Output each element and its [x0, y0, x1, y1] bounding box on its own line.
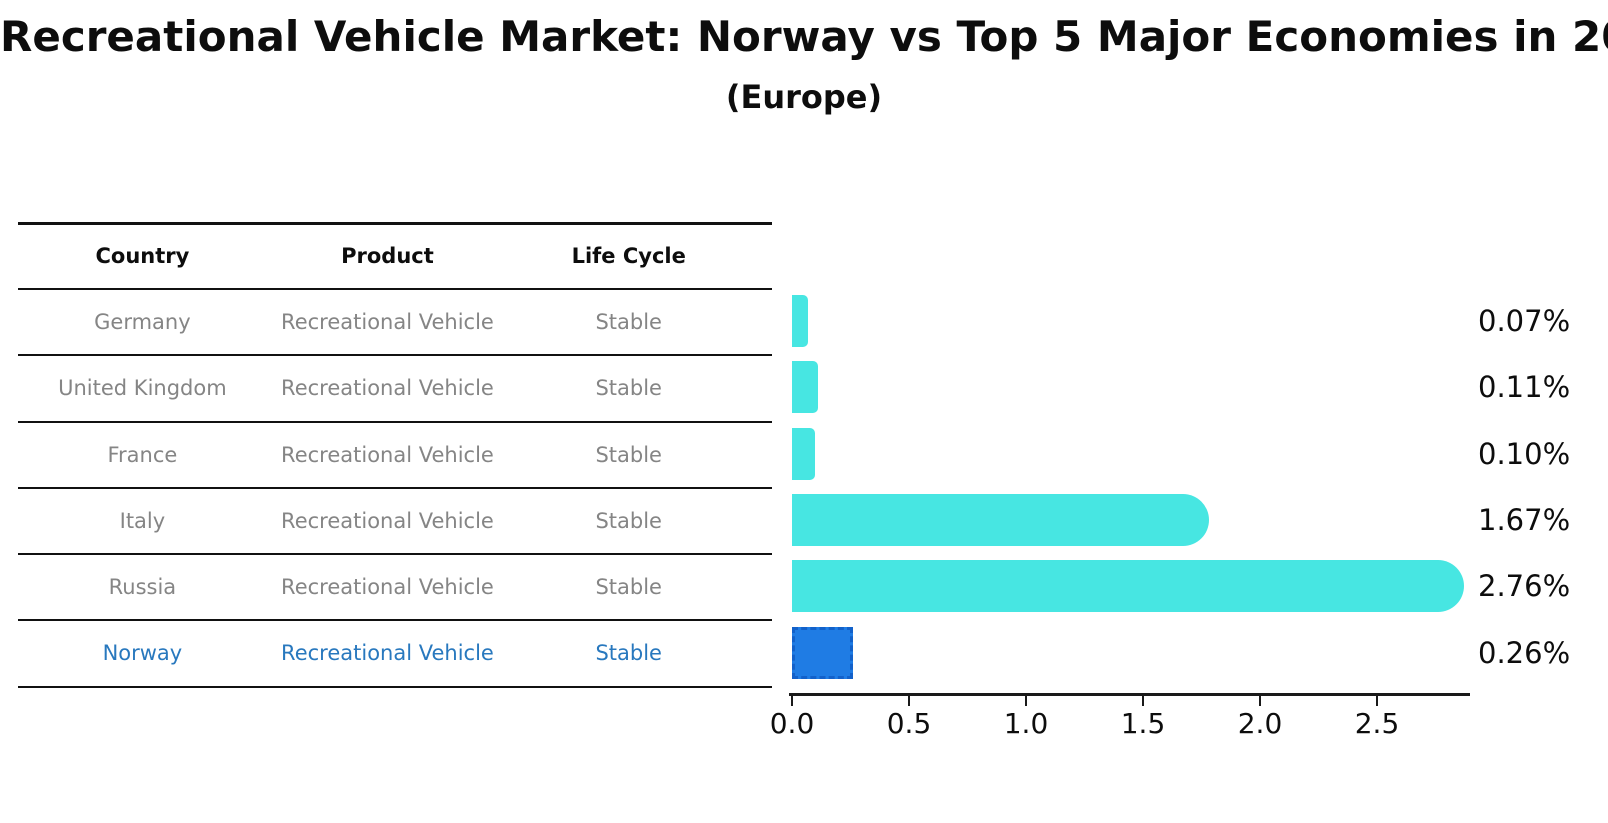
chart-title: Recreational Vehicle Market: Norway vs T… [0, 12, 1608, 61]
x-axis-tick-label: 0.5 [886, 707, 932, 740]
x-axis-line [789, 693, 1470, 696]
x-axis-tick [1142, 696, 1144, 706]
table-cell-country: Germany [94, 310, 191, 334]
table-body: Germany Recreational Vehicle Stable United … [18, 290, 772, 688]
data-table: Country Product Life Cycle Germany Recrea… [18, 222, 772, 688]
x-axis-tick-label: 1.0 [1003, 707, 1049, 740]
table-cell-product: Recreational Vehicle [281, 442, 494, 467]
table-cell-product: Recreational Vehicle [281, 641, 494, 666]
table-cell-lifecycle: Stable [595, 641, 662, 666]
table-cell-lifecycle: Stable [595, 310, 662, 334]
bar-germany [792, 295, 809, 347]
chart-subtitle: (Europe) [725, 78, 883, 116]
table-cell-lifecycle: Stable [595, 508, 662, 533]
bar-france [792, 427, 816, 480]
x-axis-tick [1259, 696, 1261, 706]
table-row-italy: Italy Recreational Vehicle Stable [18, 489, 772, 556]
bar-italy [792, 493, 1209, 546]
x-axis-tick-label: 0.0 [769, 707, 815, 740]
table-header-product: Product [341, 244, 434, 268]
x-axis-tick-label: 1.5 [1120, 707, 1166, 740]
table-row-germany: Germany Recreational Vehicle Stable [18, 290, 772, 357]
table-row-russia: Russia Recreational Vehicle Stable [18, 555, 772, 622]
table-cell-product: Recreational Vehicle [281, 508, 494, 533]
table-cell-product: Recreational Vehicle [281, 310, 494, 334]
bar-value-label: 0.26% [1478, 635, 1571, 670]
table-row-france: France Recreational Vehicle Stable [18, 423, 772, 489]
table-cell-product: Recreational Vehicle [281, 376, 494, 401]
x-axis-tick-label: 2.5 [1354, 707, 1400, 740]
bar-value-label: 1.67% [1478, 502, 1571, 537]
bar-value-label: 0.10% [1478, 436, 1571, 471]
bar-value-label: 0.11% [1478, 370, 1571, 405]
table-cell-product: Recreational Vehicle [281, 575, 494, 600]
table-cell-country: Norway [102, 641, 183, 666]
bar-norway [792, 626, 853, 679]
table-header-country: Country [95, 244, 190, 268]
x-axis-tick [1376, 696, 1378, 706]
x-axis-tick [1025, 696, 1027, 706]
bar-russia [792, 560, 1464, 613]
table-row-norway: Norway Recreational Vehicle Stable [18, 621, 772, 688]
bar-united-kingdom [792, 361, 818, 414]
table-cell-country: Italy [119, 508, 166, 533]
table-cell-country: United Kingdom [58, 376, 227, 401]
table-cell-lifecycle: Stable [595, 442, 662, 467]
bar-value-label: 2.76% [1478, 569, 1571, 604]
bar-value-label: 0.07% [1478, 304, 1571, 338]
table-cell-country: France [107, 442, 178, 467]
x-axis-tick [908, 696, 910, 706]
table-cell-lifecycle: Stable [595, 575, 662, 600]
x-axis-tick [791, 696, 793, 706]
x-axis-tick-label: 2.0 [1237, 707, 1283, 740]
table-cell-country: Russia [108, 575, 177, 600]
table-cell-lifecycle: Stable [595, 376, 662, 401]
table-row-united-kingdom: United Kingdom Recreational Vehicle Stable [18, 356, 772, 423]
table-header-row: Country Product Life Cycle [18, 225, 772, 290]
table-header-lifecycle: Life Cycle [571, 244, 686, 268]
